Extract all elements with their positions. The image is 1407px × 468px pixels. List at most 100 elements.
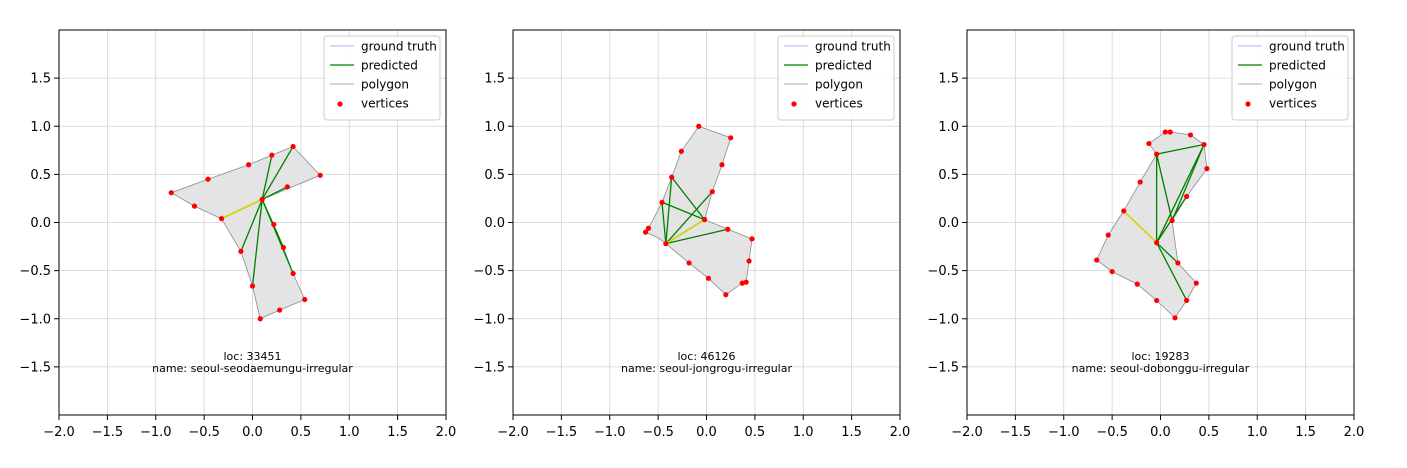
- legend-label: predicted: [815, 59, 872, 73]
- x-tick-label: −1.5: [1000, 425, 1032, 440]
- legend-label: predicted: [361, 59, 418, 73]
- vertex-point: [719, 162, 725, 168]
- y-tick-label: −0.5: [927, 264, 959, 279]
- x-tick-label: 0.5: [745, 425, 766, 440]
- predicted-edge: [1156, 144, 1205, 243]
- vertex-point: [205, 176, 211, 182]
- legend: ground truth predicted polygon vertices: [323, 35, 441, 121]
- chart-panel-2: −2.0 −1.5 −1.0 −0.5 0.0 0.5 1.0 1.5 2.0 1.5 1.0 0.5…: [473, 29, 910, 440]
- y-tick-label: −1.0: [19, 312, 51, 327]
- predicted-edge: [665, 177, 673, 244]
- annotation-name: name: seoul-dobonggu-irregular: [1072, 362, 1250, 375]
- predicted-edge: [240, 199, 263, 252]
- legend-label: polygon: [361, 78, 409, 92]
- vertex-point: [302, 296, 308, 303]
- vertex-point: [723, 292, 729, 298]
- y-tick-label: −0.5: [473, 264, 505, 279]
- chart-panel-3: −2.0 −1.5 −1.0 −0.5 0.0 0.5 1.0 1.5 2.0 1.5 1.0 0.5…: [927, 29, 1365, 440]
- vertex-point: [284, 184, 290, 190]
- predicted-edge: [671, 176, 706, 221]
- annotation-loc: loc: 33451: [223, 350, 281, 363]
- vertex-point: [669, 174, 675, 180]
- y-tick-label: −1.5: [927, 360, 959, 375]
- predicted-edge: [665, 191, 713, 245]
- y-tick-label: 0.5: [484, 168, 505, 183]
- x-tick-label: −1.5: [546, 425, 578, 440]
- x-tick-label: 1.5: [841, 425, 862, 440]
- annotation-loc: loc: 19283: [1131, 350, 1189, 363]
- vertex-point: [746, 258, 752, 264]
- vertex-point: [728, 135, 734, 141]
- vertex-point: [280, 244, 287, 251]
- vertex-point: [1187, 132, 1194, 138]
- vertex-point: [659, 199, 665, 205]
- vertex-point: [701, 217, 708, 223]
- x-tick-label: −1.0: [1048, 425, 1080, 440]
- y-tick-label: −1.5: [473, 360, 505, 375]
- legend-label: vertices: [1269, 97, 1317, 111]
- vertex-point: [290, 270, 296, 277]
- x-tick-label: −0.5: [642, 425, 674, 440]
- x-tick-label: −2.0: [43, 425, 75, 440]
- vertex-point: [218, 216, 225, 222]
- x-tick-label: −2.0: [951, 425, 983, 440]
- vertex-point: [1193, 280, 1199, 286]
- vertex-point: [663, 241, 669, 247]
- y-tick-label: 1.0: [30, 120, 51, 135]
- vertex-point: [1154, 297, 1160, 304]
- predicted-edge: [261, 186, 288, 200]
- x-tick-label: 1.0: [1247, 425, 1268, 440]
- x-tick-label: 1.5: [1295, 425, 1316, 440]
- y-tick-label: 0.0: [484, 216, 505, 231]
- ground-truth-edge: [1123, 210, 1158, 244]
- x-tick-label: 2.0: [436, 425, 457, 440]
- annotation-name: name: seoul-jongrogu-irregular: [621, 362, 792, 375]
- predicted-edge: [1171, 144, 1205, 221]
- vertex-point: [705, 275, 712, 281]
- y-tick-label: 1.5: [938, 72, 959, 87]
- y-tick-label: −1.5: [19, 360, 51, 375]
- x-tick-label: −0.5: [1096, 425, 1128, 440]
- legend: ground truth predicted polygon vertices: [777, 35, 895, 121]
- x-tick-label: 0.0: [1150, 425, 1171, 440]
- vertex-point: [1121, 208, 1127, 214]
- vertex-point: [1162, 129, 1168, 135]
- y-tick-label: 1.0: [484, 120, 505, 135]
- vertex-point: [709, 189, 715, 195]
- y-tick-label: −1.0: [473, 312, 505, 327]
- legend-swatch: [1245, 101, 1251, 107]
- y-tick-label: 0.5: [938, 168, 959, 183]
- vertex-point: [749, 236, 755, 242]
- y-tick-label: 1.5: [484, 72, 505, 87]
- legend-label: vertices: [361, 97, 409, 111]
- vertex-point: [1204, 166, 1210, 172]
- vertex-point: [238, 248, 244, 254]
- predicted-edge: [661, 202, 667, 244]
- legend: ground truth predicted polygon vertices: [1231, 35, 1349, 121]
- vertex-point: [1172, 315, 1178, 321]
- vertex-point: [259, 196, 265, 202]
- vertex-point: [1154, 151, 1160, 157]
- x-tick-label: 1.5: [387, 425, 408, 440]
- x-tick-label: 0.5: [1199, 425, 1220, 440]
- chart-panel-1: −2.0 −1.5 −1.0 −0.5 0.0 0.5 1.0 1.5 2.0 1.5 1.0 0.5…: [19, 29, 457, 440]
- vertex-point: [191, 203, 198, 209]
- predicted-edge: [665, 228, 728, 245]
- vertex-point: [645, 225, 652, 231]
- ground-truth-edge: [665, 218, 705, 245]
- vertex-point: [1201, 141, 1207, 148]
- x-tick-label: 2.0: [1344, 425, 1365, 440]
- x-tick-label: 1.0: [793, 425, 814, 440]
- ground-truth-edge: [221, 198, 263, 220]
- x-tick-label: 0.5: [291, 425, 312, 440]
- y-tick-label: −0.5: [19, 264, 51, 279]
- y-tick-label: 0.0: [938, 216, 959, 231]
- legend-label: vertices: [815, 97, 863, 111]
- vertex-point: [696, 123, 702, 129]
- predicted-edge: [251, 199, 263, 287]
- x-tick-label: −1.0: [140, 425, 172, 440]
- x-tick-label: 0.0: [696, 425, 717, 440]
- vertex-point: [1105, 232, 1111, 238]
- vertex-point: [168, 190, 174, 196]
- vertex-point: [246, 162, 252, 168]
